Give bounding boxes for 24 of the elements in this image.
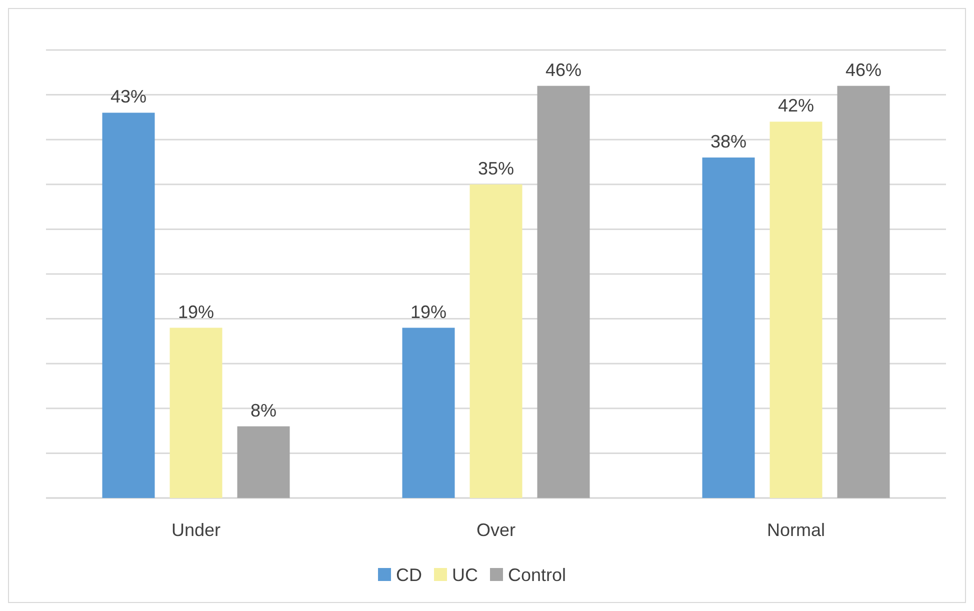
bar — [770, 122, 822, 498]
data-label: 43% — [110, 86, 147, 107]
data-label: 35% — [478, 158, 514, 178]
x-tick-label: Under — [171, 520, 221, 540]
bar — [402, 328, 455, 498]
data-label: 46% — [545, 60, 582, 80]
bar — [102, 112, 155, 498]
data-label: 8% — [250, 400, 277, 420]
bar — [537, 86, 590, 498]
bar — [470, 184, 522, 498]
data-label: 19% — [178, 302, 214, 322]
legend-label: Control — [508, 565, 566, 585]
x-tick-label: Normal — [766, 520, 826, 540]
bar — [170, 328, 222, 498]
x-tick-label: Over — [476, 520, 516, 540]
bar — [702, 158, 755, 498]
data-label: 38% — [710, 132, 747, 152]
data-label: 19% — [410, 302, 447, 322]
data-label: 46% — [845, 60, 882, 80]
bar — [837, 86, 890, 498]
bar — [237, 426, 290, 498]
data-label: 42% — [778, 96, 814, 116]
legend-label: CD — [396, 565, 422, 585]
legend-label: UC — [452, 565, 478, 585]
